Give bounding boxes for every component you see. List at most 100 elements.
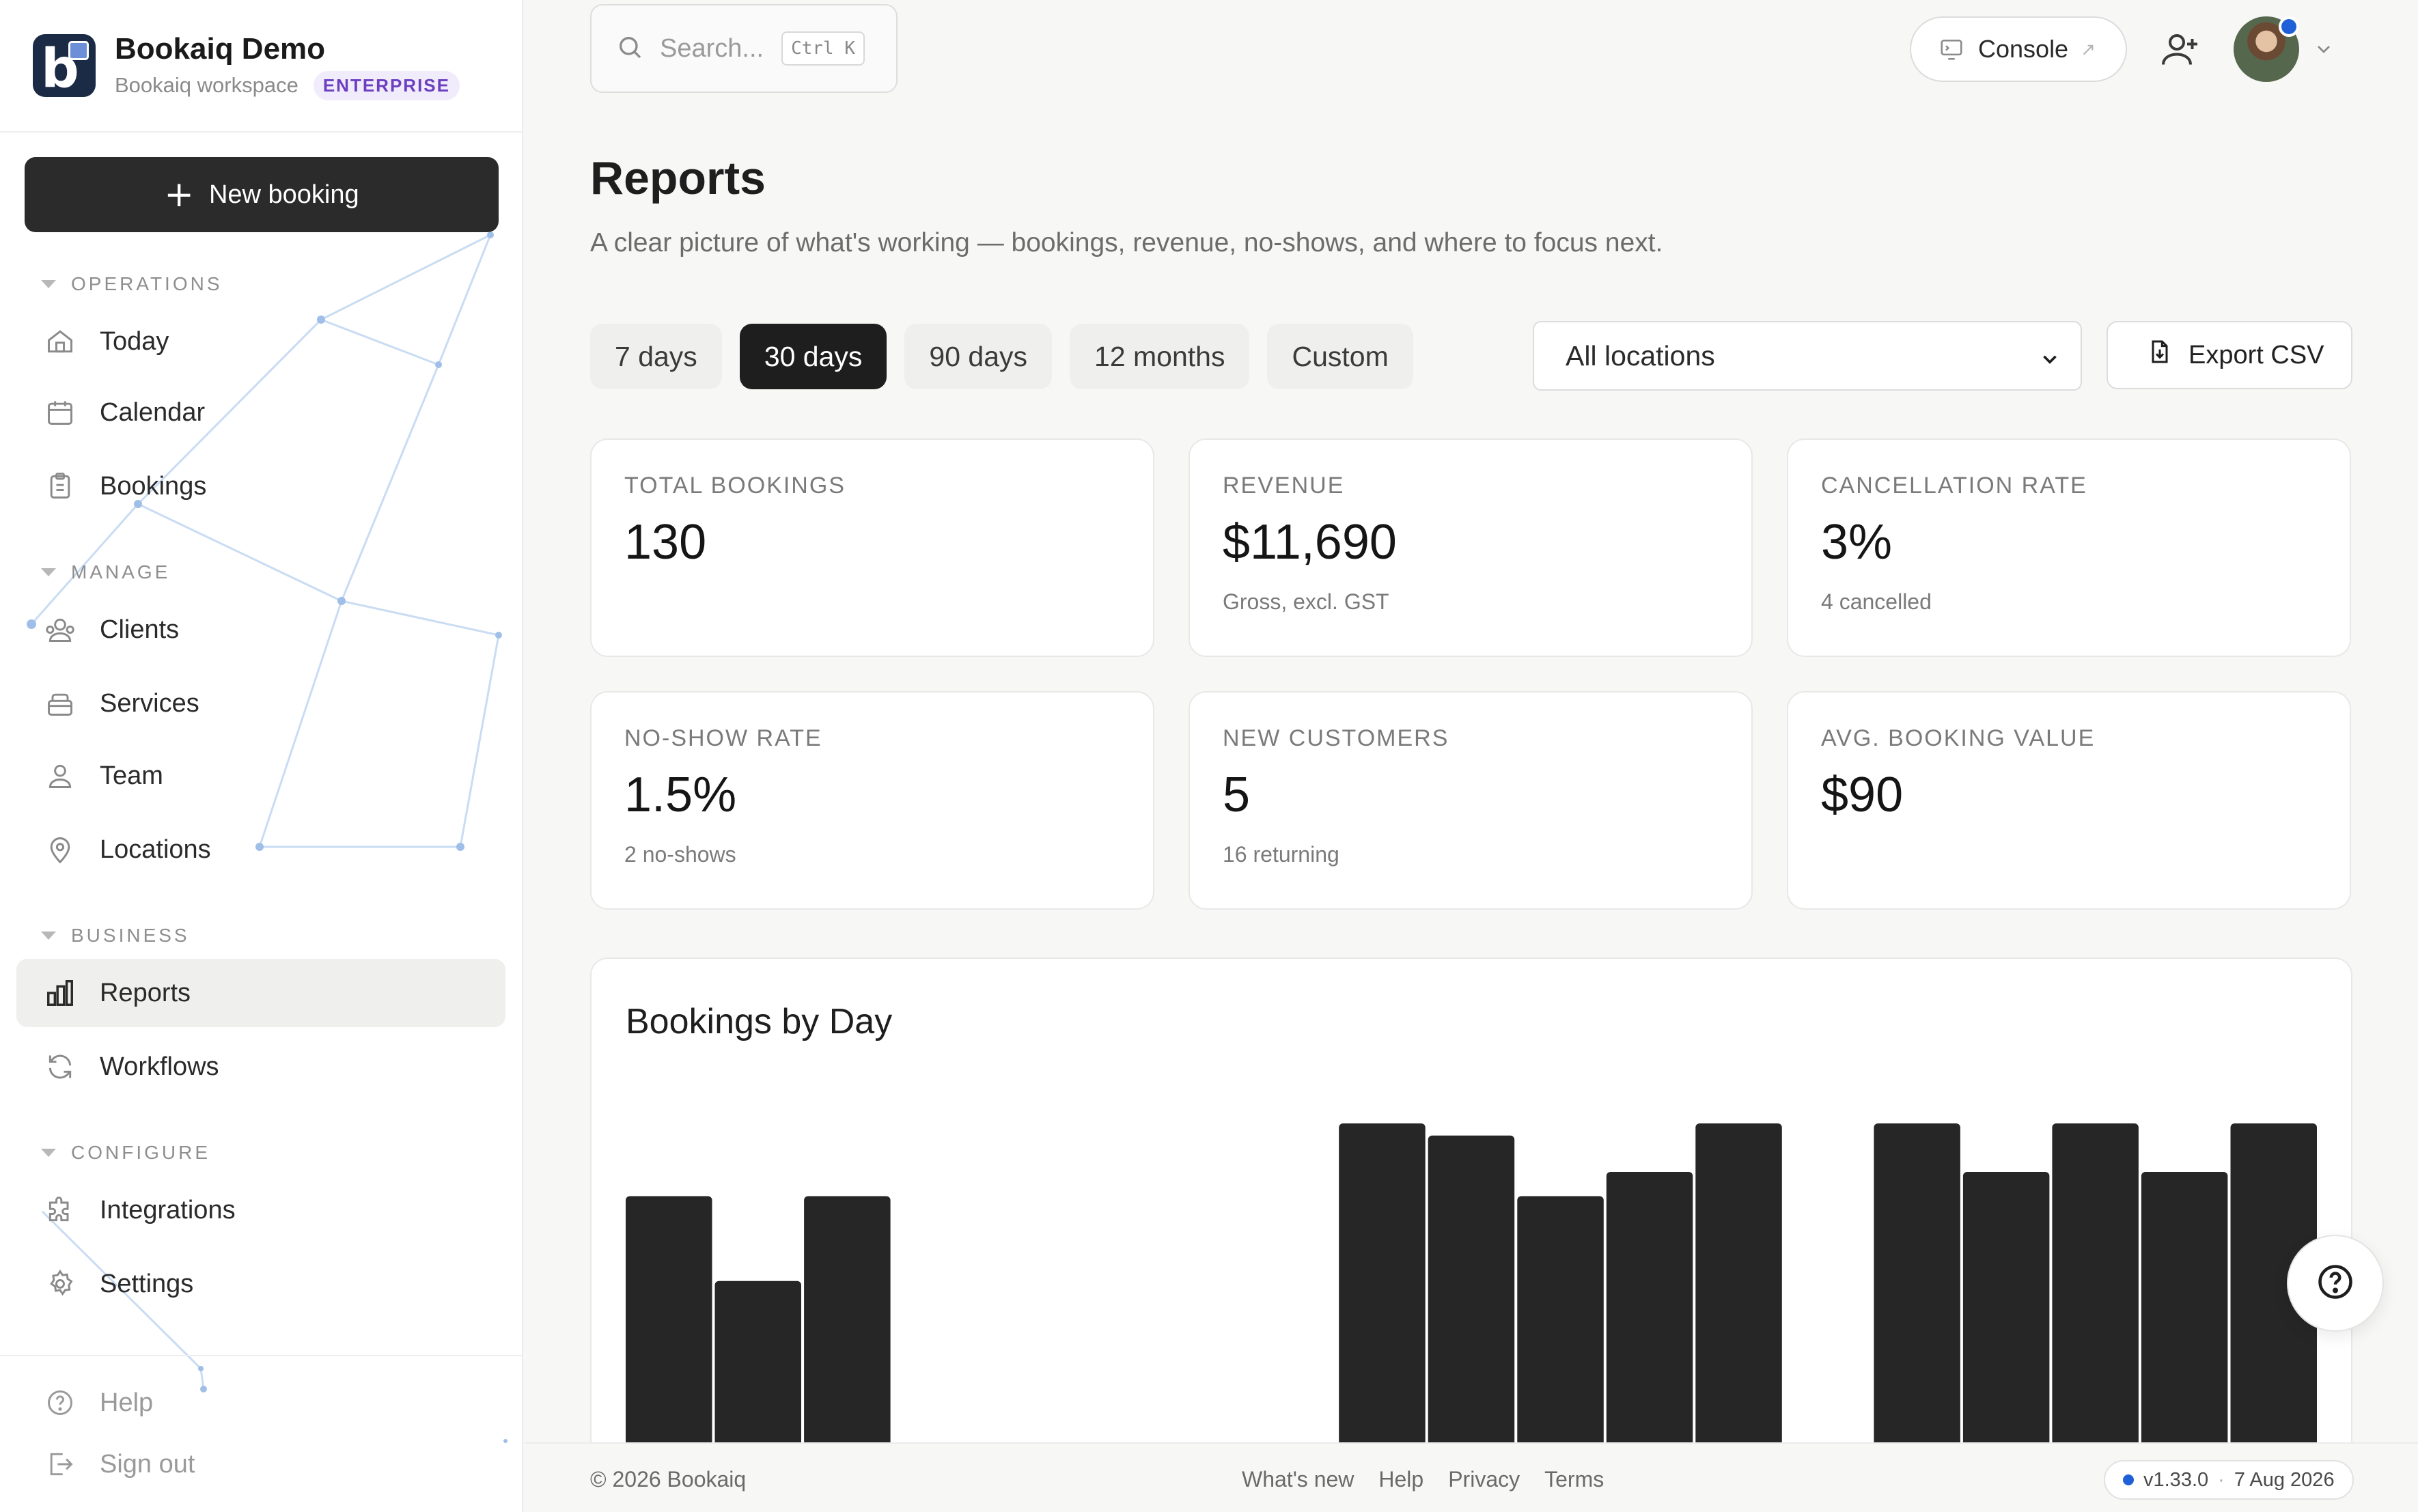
sidebar-item-sign-out[interactable]: Sign out — [16, 1430, 505, 1498]
metric-label: CANCELLATION RATE — [1821, 473, 2087, 499]
sidebar-bottom-divider — [0, 1355, 522, 1356]
search-input[interactable]: Search... Ctrl K — [590, 4, 898, 93]
console-label: Console — [1978, 35, 2069, 63]
brand-logo: b — [33, 34, 96, 97]
section-business[interactable]: BUSINESS — [41, 925, 190, 947]
metric-label: NEW CUSTOMERS — [1223, 725, 1449, 751]
tier-badge: ENTERPRISE — [313, 70, 460, 100]
footer-link-help[interactable]: Help — [1378, 1467, 1424, 1492]
clipboard-icon — [41, 467, 79, 505]
chart-canvas — [626, 1123, 2317, 1512]
location-select[interactable]: All locations — [1533, 321, 2082, 391]
metric-card-cancellation-rate: CANCELLATION RATE 3% 4 cancelled — [1787, 438, 2351, 657]
sidebar-item-help[interactable]: Help — [16, 1369, 505, 1437]
sidebar-item-label: Clients — [100, 615, 180, 644]
chart-bar — [1874, 1123, 1960, 1512]
new-booking-button[interactable]: + New booking — [25, 157, 499, 232]
section-label: CONFIGURE — [71, 1142, 210, 1163]
tab-90-days[interactable]: 90 days — [904, 324, 1053, 389]
sidebar-item-label: Integrations — [100, 1195, 236, 1224]
metric-note: Gross, excl. GST — [1223, 589, 1389, 614]
tab-7-days[interactable]: 7 days — [590, 324, 722, 389]
export-csv-button[interactable]: Export CSV — [2107, 321, 2352, 389]
page-subtitle: A clear picture of what's working — book… — [590, 228, 1663, 257]
chevron-down-icon — [2038, 346, 2061, 378]
chevron-down-icon[interactable] — [2313, 38, 2335, 64]
sidebar-item-services[interactable]: Services — [16, 669, 505, 738]
section-label: BUSINESS — [71, 925, 190, 946]
section-manage[interactable]: MANAGE — [41, 561, 170, 583]
sidebar-item-clients[interactable]: Clients — [16, 596, 505, 664]
metric-note: 2 no-shows — [624, 842, 736, 867]
topbar: Search... Ctrl K Console ↗ — [525, 0, 2418, 100]
build-date: 7 Aug 2026 — [2234, 1468, 2335, 1491]
add-user-icon[interactable] — [2160, 29, 2201, 70]
chart-bar — [2052, 1123, 2139, 1512]
sidebar-item-team[interactable]: Team — [16, 742, 505, 810]
layers-icon — [41, 684, 79, 723]
metric-card-total-bookings: TOTAL BOOKINGS 130 — [590, 438, 1154, 657]
sidebar-item-workflows[interactable]: Workflows — [16, 1033, 505, 1101]
copyright: © 2026 Bookaiq — [590, 1467, 747, 1492]
tab-30-days[interactable]: 30 days — [739, 324, 887, 389]
footer-link-whats-new[interactable]: What's new — [1242, 1467, 1354, 1492]
console-button[interactable]: Console ↗ — [1910, 16, 2127, 82]
footer-link-terms[interactable]: Terms — [1544, 1467, 1604, 1492]
sidebar-item-locations[interactable]: Locations — [16, 815, 505, 884]
plus-icon: + — [164, 174, 194, 215]
chart-title: Bookings by Day — [626, 1002, 893, 1041]
metric-value: 3% — [1821, 515, 1893, 570]
metric-value: 1.5% — [624, 768, 737, 822]
metric-value: 130 — [624, 515, 707, 570]
sidebar-item-label: Today — [100, 326, 169, 356]
section-operations[interactable]: OPERATIONS — [41, 273, 223, 295]
caret-down-icon — [41, 568, 56, 576]
chart-bar — [1428, 1135, 1515, 1512]
sidebar-item-reports[interactable]: Reports — [16, 959, 505, 1027]
sidebar-item-bookings[interactable]: Bookings — [16, 452, 505, 520]
chart-bar — [1606, 1172, 1693, 1512]
monitor-icon — [1938, 36, 1964, 62]
sidebar-item-label: Calendar — [100, 397, 206, 427]
caret-down-icon — [41, 1149, 56, 1157]
user-avatar[interactable] — [2234, 16, 2299, 82]
refresh-icon — [41, 1048, 79, 1086]
tab-12-months[interactable]: 12 months — [1070, 324, 1250, 389]
caret-down-icon — [41, 932, 56, 940]
tab-custom[interactable]: Custom — [1267, 324, 1413, 389]
range-tabs: 7 days 30 days 90 days 12 months Custom — [590, 324, 1431, 389]
section-label: MANAGE — [71, 561, 171, 583]
home-icon — [41, 322, 79, 361]
metric-card-revenue: REVENUE $11,690 Gross, excl. GST — [1189, 438, 1753, 657]
sidebar: b Bookaiq Demo Bookaiq workspace ENTERPR… — [0, 0, 523, 1512]
sidebar-item-settings[interactable]: Settings — [16, 1250, 505, 1318]
footer-links: What's new Help Privacy Terms — [1242, 1467, 1628, 1492]
footer-link-privacy[interactable]: Privacy — [1448, 1467, 1520, 1492]
sidebar-item-today[interactable]: Today — [16, 307, 505, 376]
sidebar-item-integrations[interactable]: Integrations — [16, 1176, 505, 1244]
sidebar-item-label: Settings — [100, 1269, 194, 1298]
section-configure[interactable]: CONFIGURE — [41, 1142, 210, 1164]
brand-name: Bookaiq Demo — [115, 31, 326, 66]
search-placeholder: Search... — [660, 33, 764, 63]
sidebar-item-label: Help — [100, 1388, 154, 1417]
puzzle-icon — [41, 1191, 79, 1229]
calendar-icon — [41, 393, 79, 432]
sidebar-item-calendar[interactable]: Calendar — [16, 378, 505, 447]
help-fab-button[interactable] — [2287, 1235, 2384, 1332]
separator: · — [2218, 1468, 2225, 1491]
version-badge: v1.33.0 · 7 Aug 2026 — [2104, 1460, 2354, 1500]
bookings-by-day-chart: Bookings by Day — [590, 957, 2352, 1512]
metric-card-no-show-rate: NO-SHOW RATE 1.5% 2 no-shows — [590, 691, 1154, 910]
brand[interactable]: b Bookaiq Demo Bookaiq workspace ENTERPR… — [33, 31, 460, 100]
chart-bar — [804, 1196, 891, 1512]
metric-value: $11,690 — [1223, 515, 1397, 570]
sidebar-item-label: Team — [100, 761, 163, 790]
metric-value: $90 — [1821, 768, 1904, 822]
gear-icon — [41, 1265, 79, 1303]
version-number: v1.33.0 — [2143, 1468, 2209, 1491]
map-pin-icon — [41, 830, 79, 869]
metric-card-avg-booking-value: AVG. BOOKING VALUE $90 — [1787, 691, 2351, 910]
chart-bar — [1339, 1123, 1426, 1512]
